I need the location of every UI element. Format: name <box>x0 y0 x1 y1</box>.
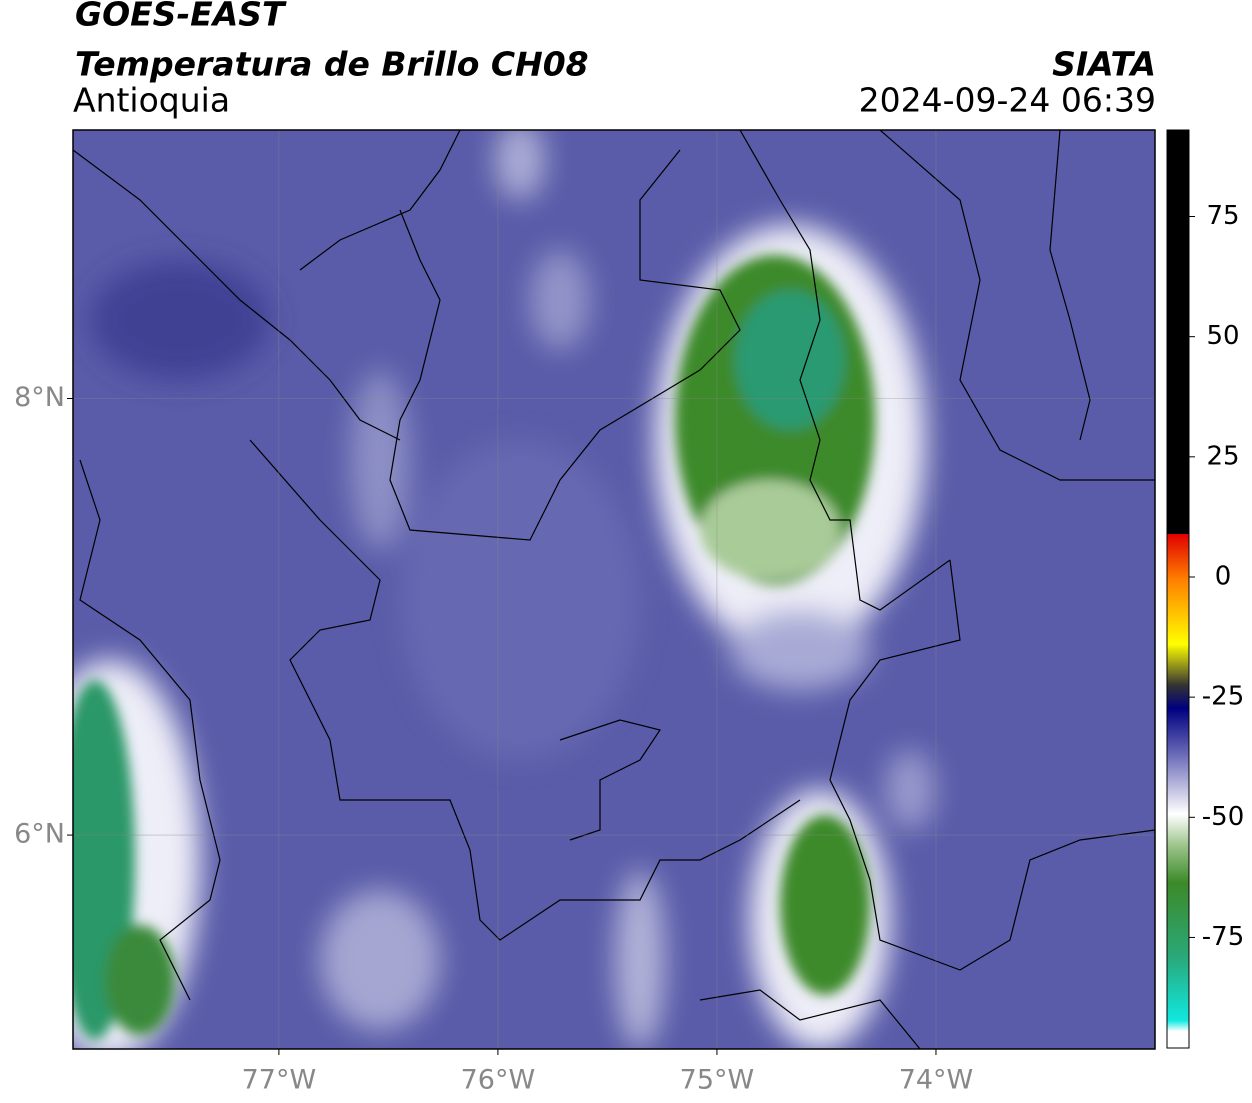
x-tick-label: 76°W <box>461 1065 536 1096</box>
colorbar-tick-label: -50 <box>1202 802 1244 832</box>
x-tick-label: 74°W <box>899 1065 974 1096</box>
colorbar-tick-label: 25 <box>1206 441 1239 471</box>
datetime: 2024-09-24 06:39 <box>859 81 1156 120</box>
x-tick-label: 77°W <box>242 1065 317 1096</box>
region: Antioquia <box>73 81 230 120</box>
grid <box>73 130 1155 1049</box>
map-frame <box>72 129 1156 1050</box>
map-field <box>73 130 1155 1049</box>
colorbar-tick-label: -25 <box>1202 682 1244 712</box>
satellite-title: GOES-EAST <box>75 0 287 34</box>
colorbar-tick-label: 75 <box>1206 201 1239 231</box>
title: Temperatura de Brillo CH08 <box>75 45 589 84</box>
y-tick-label: 8°N <box>14 382 65 413</box>
colorbar-tick-label: -75 <box>1202 922 1244 952</box>
colorbar-tick-label: 50 <box>1206 321 1239 351</box>
colorbar <box>1166 129 1190 1049</box>
source: SIATA <box>1052 45 1156 84</box>
y-tick-label: 6°N <box>14 819 65 850</box>
boundaries <box>73 130 1155 1049</box>
x-tick-label: 75°W <box>680 1065 755 1096</box>
colorbar-tick-label: 0 <box>1215 561 1232 591</box>
